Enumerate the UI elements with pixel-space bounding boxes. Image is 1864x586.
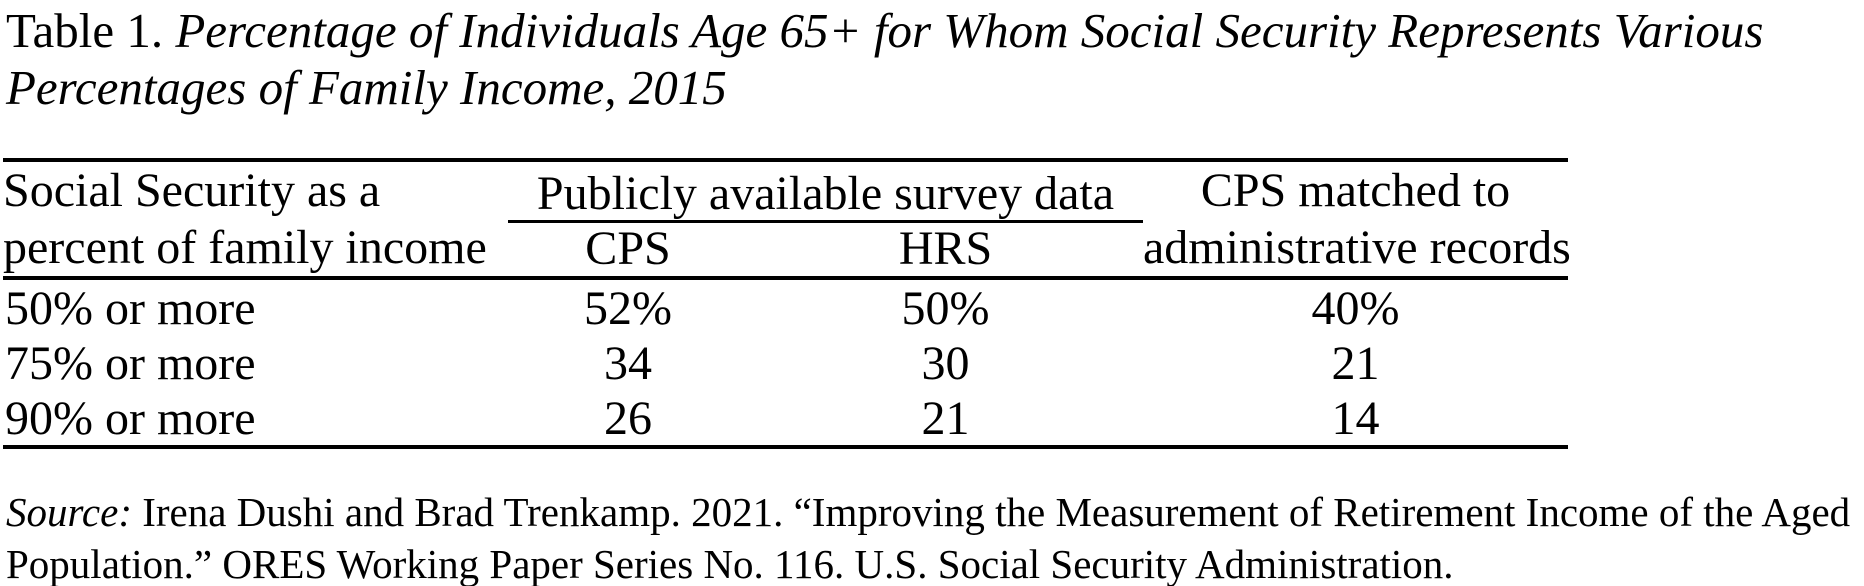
source-line1: Irena Dushi and Brad Trenkamp. 2021. “Im…	[142, 489, 1851, 535]
admin-group-header-cell: CPS matched to administrative records	[1143, 160, 1571, 278]
column-header-row: CPS HRS	[3, 222, 1568, 279]
group-header-row: Social Security as a percent of family in…	[3, 160, 1571, 274]
row-label-cell: 50% or more	[5, 282, 256, 335]
table-row: 75% or more 34 30 21	[3, 335, 1568, 390]
table-row: 50% or more 52% 50% 40%	[3, 278, 1568, 335]
admin-value-cell: 40%	[1311, 282, 1400, 335]
source-line2: Population.” ORES Working Paper Series N…	[6, 541, 1454, 586]
hrs-value-cell: 50%	[901, 282, 990, 335]
survey-group-header-cell: Publicly available survey data	[508, 160, 1143, 223]
admin-header-line1: CPS matched to	[1200, 164, 1511, 217]
table-row: 90% or more 26 21 14	[3, 390, 1568, 447]
hrs-column-header: HRS	[898, 222, 993, 275]
admin-header-line2: administrative records	[1143, 221, 1571, 274]
hrs-value-cell: 21	[921, 392, 970, 445]
stub-header-cell: Social Security as a percent of family in…	[3, 160, 508, 278]
hrs-value-cell: 30	[921, 337, 970, 390]
table-title-line1: Percentage of Individuals Age 65+ for Wh…	[175, 3, 1764, 58]
row-label-cell: 90% or more	[5, 392, 256, 445]
source-label: Source:	[6, 489, 132, 535]
row-label-cell: 75% or more	[5, 337, 256, 390]
cps-value-cell: 52%	[584, 282, 672, 335]
table-title: Table 1. Percentage of Individuals Age 6…	[6, 2, 1763, 116]
admin-value-cell: 21	[1331, 337, 1380, 390]
table-title-prefix: Table 1.	[6, 3, 164, 58]
source-note: Source: Irena Dushi and Brad Trenkamp. 2…	[6, 486, 1850, 586]
cps-value-cell: 26	[604, 392, 652, 445]
stub-header-line2: percent of family income	[3, 221, 487, 274]
cps-column-header: CPS	[585, 222, 671, 275]
cps-value-cell: 34	[604, 337, 652, 390]
table-header: Social Security as a percent of family in…	[3, 160, 1571, 279]
table-title-line2: Percentages of Family Income, 2015	[6, 60, 727, 115]
income-table: Social Security as a percent of family in…	[3, 158, 1571, 449]
stub-header-line1: Social Security as a	[3, 164, 381, 217]
admin-value-cell: 14	[1331, 392, 1380, 445]
